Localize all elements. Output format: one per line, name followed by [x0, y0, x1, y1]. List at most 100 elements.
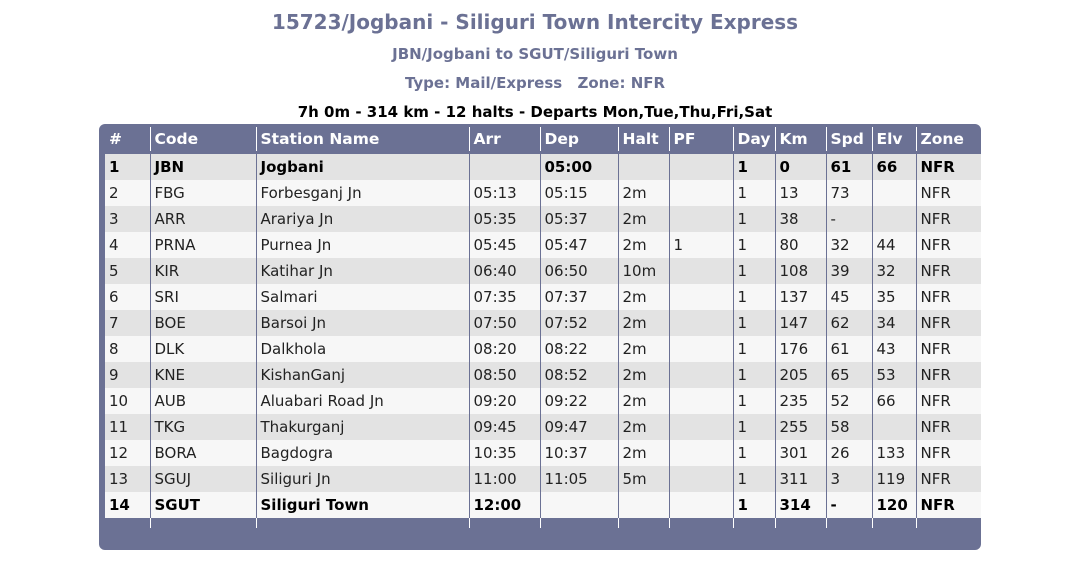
arrival-time: 11:00 [468, 466, 540, 492]
station-code: TKG [149, 414, 256, 440]
table-row: 3 ARR Arariya Jn 05:35 05:37 2m 1 38- NFR [105, 206, 981, 232]
halt-duration: 2m [617, 336, 669, 362]
footer-cell [668, 518, 733, 528]
elevation [871, 414, 916, 440]
col-num-header: # [109, 130, 122, 148]
station-code: KIR [149, 258, 256, 284]
day: 1 [732, 362, 775, 388]
elevation: 66 [871, 388, 916, 414]
station-code: ARR [149, 206, 256, 232]
station-code: BOE [149, 310, 256, 336]
speed: 61 [825, 151, 872, 180]
footer-cell [825, 518, 872, 528]
distance-km: 38 [774, 206, 826, 232]
table-row: 5 KIR Katihar Jn 06:40 06:50 10m 1 108 39 32 NFR [105, 258, 981, 284]
arrival-time: 06:40 [468, 258, 540, 284]
elevation: 133 [871, 440, 916, 466]
col-zone-header: Zone [915, 127, 981, 153]
speed: 73 [825, 180, 872, 206]
day: 1 [732, 206, 775, 232]
elevation: 34 [871, 310, 916, 336]
departure-time: 05:15 [539, 180, 618, 206]
arrival-time: 12:00 [468, 492, 540, 518]
halt-duration: 2m [617, 206, 669, 232]
departure-time: 05:37 [539, 206, 618, 232]
zone: NFR [915, 414, 981, 440]
row-number: 9 [105, 362, 150, 388]
day: 1 [732, 388, 775, 414]
station-name: KishanGanj [255, 362, 469, 388]
row-number: 8 [105, 336, 150, 362]
col-halt-header: Halt [617, 127, 669, 153]
departure-time: 05:00 [539, 151, 618, 180]
distance-km: 314 [774, 492, 826, 518]
table-body: 1 JBN Jogbani 05:00 1 0 61 66 NFR 2 FBG Forbesganj … [105, 151, 981, 528]
platform [668, 466, 733, 492]
col-dep-header: Dep [539, 127, 618, 153]
zone: NFR [915, 388, 981, 414]
row-number: 10 [105, 388, 150, 414]
speed: 32 [825, 232, 872, 258]
day: 1 [732, 310, 775, 336]
day: 1 [732, 284, 775, 310]
distance-km: 0 [774, 151, 826, 180]
speed: 65 [825, 362, 872, 388]
table-row: 7 BOE Barsoi Jn 07:50 07:52 2m 1 147 62 34 NFR [105, 310, 981, 336]
footer-cell [149, 518, 256, 528]
arrival-time: 10:35 [468, 440, 540, 466]
zone: NFR [915, 466, 981, 492]
station-code: SRI [149, 284, 256, 310]
arrival-time: 05:13 [468, 180, 540, 206]
platform [668, 492, 733, 518]
table-row: 11 TKG Thakurganj 09:45 09:47 2m 1 255 58 NFR [105, 414, 981, 440]
platform [668, 258, 733, 284]
station-code: DLK [149, 336, 256, 362]
speed: 3 [825, 466, 872, 492]
halt-duration: 2m [617, 232, 669, 258]
departure-time: 09:47 [539, 414, 618, 440]
station-name: Salmari [255, 284, 469, 310]
station-name: Siliguri Town [255, 492, 469, 518]
table-row: 9 KNE KishanGanj 08:50 08:52 2m 1 205 65 53 NFR [105, 362, 981, 388]
station-name: Thakurganj [255, 414, 469, 440]
footer-cell [617, 518, 669, 528]
station-name: Purnea Jn [255, 232, 469, 258]
zone: NFR [915, 362, 981, 388]
footer-cell [255, 518, 469, 528]
halt-duration: 2m [617, 180, 669, 206]
platform [668, 180, 733, 206]
station-name: Siliguri Jn [255, 466, 469, 492]
halt-duration: 2m [617, 284, 669, 310]
station-name: Bagdogra [255, 440, 469, 466]
row-number: 4 [105, 232, 150, 258]
day: 1 [732, 466, 775, 492]
elevation: 32 [871, 258, 916, 284]
halt-duration: 10m [617, 258, 669, 284]
journey-summary: 7h 0m - 314 km - 12 halts - Departs Mon,… [297, 103, 773, 121]
row-number: 14 [105, 492, 150, 518]
zone: NFR [915, 336, 981, 362]
col-pf-header: PF [668, 127, 733, 153]
elevation: 120 [871, 492, 916, 518]
station-code: SGUT [149, 492, 256, 518]
elevation [871, 180, 916, 206]
row-number: 11 [105, 414, 150, 440]
station-name: Barsoi Jn [255, 310, 469, 336]
footer-cell [539, 518, 618, 528]
table-row: 8 DLK Dalkhola 08:20 08:22 2m 1 176 61 43 NFR [105, 336, 981, 362]
station-name: Katihar Jn [255, 258, 469, 284]
departure-time [539, 492, 618, 518]
day: 1 [732, 258, 775, 284]
col-arr-header: Arr [468, 127, 540, 153]
arrival-time: 07:35 [468, 284, 540, 310]
platform [668, 362, 733, 388]
footer-cell [732, 518, 775, 528]
table-row: 2 FBG Forbesganj Jn 05:13 05:15 2m 1 13 73 NFR [105, 180, 981, 206]
row-number: 13 [105, 466, 150, 492]
distance-km: 137 [774, 284, 826, 310]
platform [668, 284, 733, 310]
footer-cell [468, 518, 540, 528]
train-zone: Zone: NFR [577, 74, 666, 92]
footer-cell [915, 518, 981, 528]
station-name: Forbesganj Jn [255, 180, 469, 206]
